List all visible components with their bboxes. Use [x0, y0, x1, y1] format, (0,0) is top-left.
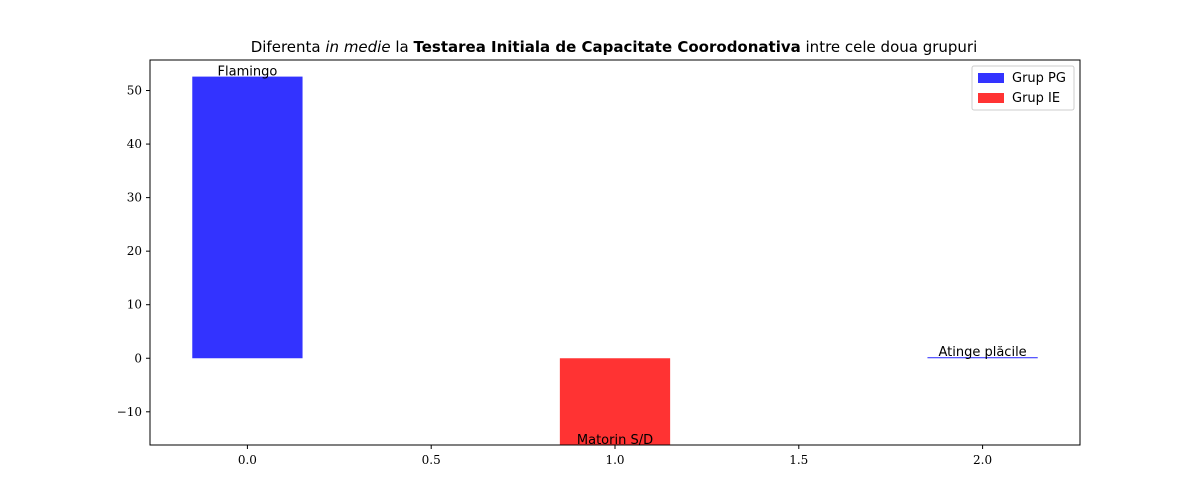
bar-2 [927, 357, 1038, 359]
y-tick-label-0: −10 [117, 405, 142, 419]
ticks-group: 0.0 0.5 1.0 1.5 2.0 −10 0 10 20 30 40 50 [117, 84, 992, 467]
title-part-4: Testarea Initiala de Capacitate Coorodon… [413, 38, 800, 56]
legend-label-1: Grup IE [1012, 91, 1060, 106]
title-part-3: la [391, 38, 414, 56]
y-tick-label-4: 30 [127, 191, 142, 205]
bar-label-1: Matorin S/D [577, 433, 653, 448]
bar-1 [559, 358, 671, 445]
plot-frame [149, 59, 1081, 446]
bar-labels-group: Flamingo Matorin S/D Atinge plăcile [218, 65, 1027, 448]
x-tick-label-2: 1.0 [605, 453, 624, 467]
bar-label-0: Flamingo [218, 65, 278, 80]
x-tick-label-3: 1.5 [789, 453, 808, 467]
x-tick-label-1: 0.5 [422, 453, 441, 467]
chart-title: Diferenta in medie la Testarea Initiala … [251, 38, 978, 56]
x-tick-label-0: 0.0 [238, 453, 257, 467]
title-part-5: intre cele doua grupuri [801, 38, 978, 56]
y-tick-label-5: 40 [127, 137, 142, 151]
x-tick-label-4: 2.0 [973, 453, 992, 467]
bars-group [192, 76, 1038, 445]
bar-label-2: Atinge plăcile [938, 345, 1026, 360]
legend-swatch-0 [978, 73, 1004, 83]
bar-0 [192, 76, 303, 359]
legend-label-0: Grup PG [1012, 71, 1066, 86]
y-tick-label-3: 20 [127, 244, 142, 258]
legend-swatch-1 [978, 93, 1004, 103]
legend: Grup PG Grup IE [971, 65, 1075, 111]
y-tick-label-1: 0 [134, 351, 142, 365]
y-tick-label-6: 50 [127, 84, 142, 98]
title-part-1: Diferenta [251, 38, 326, 56]
y-tick-label-2: 10 [127, 298, 142, 312]
title-part-2: in medie [325, 38, 390, 56]
